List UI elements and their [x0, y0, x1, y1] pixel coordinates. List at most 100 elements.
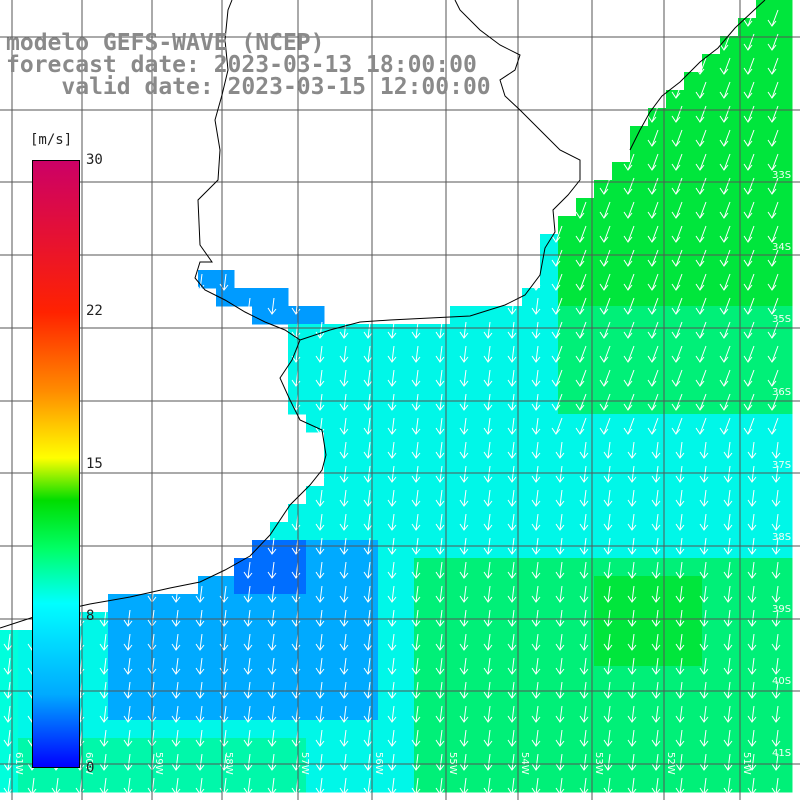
wind-arrow: [627, 609, 637, 627]
wind-speed-cell: [558, 252, 577, 271]
wind-arrow: [671, 273, 683, 291]
wind-speed-cell: [90, 648, 109, 667]
wind-arrow: [315, 657, 325, 675]
wind-arrow: [771, 705, 781, 723]
wind-arrow: [387, 705, 397, 723]
wind-arrow: [243, 705, 253, 723]
wind-speed-cell: [234, 666, 253, 685]
wind-arrow: [771, 753, 781, 771]
wind-arrow: [675, 465, 685, 483]
wind-speed-cell: [702, 234, 721, 253]
wind-arrow: [695, 105, 707, 123]
wind-speed-cell: [270, 756, 289, 775]
wind-speed-cell: [180, 594, 199, 613]
wind-speed-cell: [558, 360, 577, 379]
wind-arrow: [671, 249, 683, 267]
wind-speed-cell: [144, 720, 163, 739]
wind-speed-cell: [702, 324, 721, 343]
wind-speed-cell: [396, 504, 415, 523]
wind-speed-cell: [648, 594, 667, 613]
wind-arrow: [363, 513, 373, 531]
wind-speed-cell: [324, 774, 343, 793]
wind-speed-cell: [234, 702, 253, 721]
wind-arrow: [363, 417, 373, 435]
wind-speed-cell: [684, 342, 703, 361]
longitude-label: 61W: [13, 752, 24, 775]
wind-arrow: [723, 705, 733, 723]
latitude-label: 41S: [772, 748, 791, 759]
wind-speed-cell: [360, 576, 379, 595]
wind-arrow: [599, 369, 611, 387]
wind-speed-cell: [540, 684, 559, 703]
wind-speed-cell: [324, 450, 343, 469]
wind-speed-cell: [450, 432, 469, 451]
wind-speed-cell: [702, 684, 721, 703]
wind-speed-cell: [450, 342, 469, 361]
wind-speed-cell: [630, 720, 649, 739]
wind-arrow: [243, 585, 253, 603]
wind-arrow: [767, 369, 779, 387]
wind-speed-cell: [108, 738, 127, 757]
wind-speed-cell: [576, 684, 595, 703]
wind-speed-cell: [198, 648, 217, 667]
wind-arrow: [747, 705, 757, 723]
wind-speed-cell: [612, 450, 631, 469]
wind-arrow: [723, 609, 733, 627]
wind-speed-cell: [738, 522, 757, 541]
wind-speed-cell: [666, 486, 685, 505]
wind-speed-cell: [738, 378, 757, 397]
wind-arrow: [743, 225, 755, 243]
wind-speed-cell: [594, 324, 613, 343]
wind-speed-cell: [684, 648, 703, 667]
wind-arrow: [743, 81, 755, 99]
wind-speed-cell: [558, 576, 577, 595]
wind-arrow: [699, 633, 709, 651]
wind-speed-cell: [774, 486, 793, 505]
wind-arrow: [743, 153, 755, 171]
wind-speed-cell: [648, 576, 667, 595]
wind-speed-cell: [324, 414, 343, 433]
wind-speed-cell: [396, 324, 415, 343]
wind-speed-cell: [684, 684, 703, 703]
wind-arrow: [747, 465, 757, 483]
wind-arrow: [411, 417, 421, 435]
wind-arrow: [507, 753, 517, 771]
wind-speed-cell: [756, 108, 775, 127]
wind-arrow: [3, 753, 13, 771]
wind-speed-cell: [270, 540, 289, 559]
wind-arrow: [435, 489, 445, 507]
wind-speed-cell: [324, 432, 343, 451]
wind-speed-cell: [324, 378, 343, 397]
wind-speed-cell: [576, 666, 595, 685]
wind-arrow: [339, 681, 349, 699]
wind-arrow: [3, 729, 13, 747]
wind-speed-cell: [504, 594, 523, 613]
wind-arrow: [699, 777, 709, 795]
wind-arrow: [623, 345, 635, 363]
wind-arrow: [719, 417, 731, 435]
wind-speed-cell: [756, 774, 775, 793]
wind-speed-cell: [432, 666, 451, 685]
wind-speed-cell: [126, 684, 145, 703]
wind-speed-cell: [450, 360, 469, 379]
wind-arrow: [719, 249, 731, 267]
wind-speed-cell: [342, 756, 361, 775]
wind-arrow: [459, 657, 469, 675]
wind-speed-cell: [720, 666, 739, 685]
wind-speed-cell: [144, 684, 163, 703]
wind-speed-cell: [684, 234, 703, 253]
wind-speed-cell: [648, 540, 667, 559]
wind-speed-cell: [774, 396, 793, 415]
wind-speed-cell: [738, 18, 757, 37]
wind-speed-cell: [594, 702, 613, 721]
wind-speed-cell: [180, 756, 199, 775]
wind-arrow: [387, 417, 397, 435]
wind-arrow: [387, 513, 397, 531]
wind-arrow: [599, 201, 611, 219]
wind-speed-cell: [594, 486, 613, 505]
wind-speed-cell: [720, 360, 739, 379]
wind-arrow: [675, 609, 685, 627]
wind-arrow: [531, 321, 541, 339]
wind-arrow: [3, 705, 13, 723]
wind-arrow: [219, 633, 229, 651]
